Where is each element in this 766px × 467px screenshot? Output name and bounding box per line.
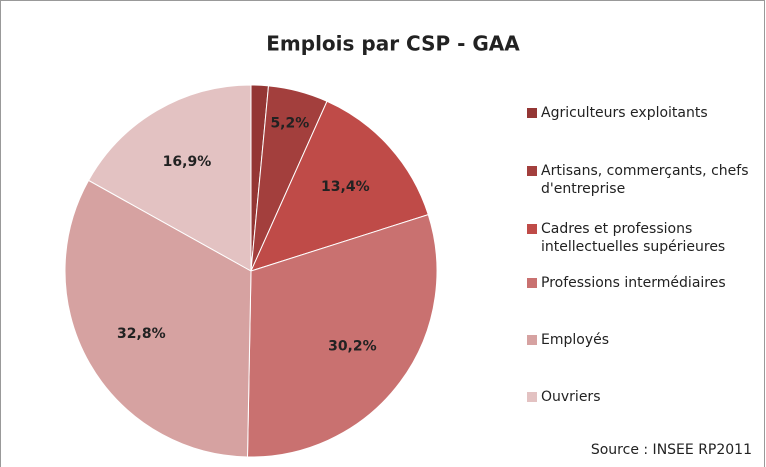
data-label: 16,9% bbox=[163, 154, 212, 170]
legend-item: Artisans, commerçants, chefs d'entrepris… bbox=[527, 162, 759, 198]
chart-title: Emplois par CSP - GAA bbox=[266, 32, 520, 56]
pie-slice bbox=[64, 179, 252, 458]
legend-label: Employés bbox=[541, 332, 610, 348]
data-label: 5,2% bbox=[270, 116, 309, 132]
legend-swatch bbox=[527, 108, 537, 118]
legend-swatch bbox=[527, 278, 537, 288]
data-label: 13,4% bbox=[321, 179, 370, 195]
legend-item: Ouvriers bbox=[527, 388, 759, 406]
legend-item: Professions intermédiaires bbox=[527, 274, 759, 292]
legend-item: Agriculteurs exploitants bbox=[527, 104, 759, 122]
legend-swatch bbox=[527, 392, 537, 402]
legend-swatch bbox=[527, 166, 537, 176]
data-label: 32,8% bbox=[117, 326, 166, 342]
legend-label: Ouvriers bbox=[541, 389, 601, 405]
legend-label: Professions intermédiaires bbox=[541, 275, 726, 291]
legend-swatch bbox=[527, 224, 537, 234]
source-note: Source : INSEE RP2011 bbox=[591, 442, 752, 458]
pie-slice bbox=[87, 84, 252, 272]
legend-label: Cadres et professions intellectuelles su… bbox=[541, 221, 726, 255]
legend-swatch bbox=[527, 335, 537, 345]
legend-item: Cadres et professions intellectuelles su… bbox=[527, 220, 759, 256]
legend-label: Artisans, commerçants, chefs d'entrepris… bbox=[541, 163, 749, 197]
data-label: 30,2% bbox=[328, 339, 377, 355]
pie-slice bbox=[246, 214, 438, 458]
legend-item: Employés bbox=[527, 331, 759, 349]
legend-label: Agriculteurs exploitants bbox=[541, 105, 708, 121]
